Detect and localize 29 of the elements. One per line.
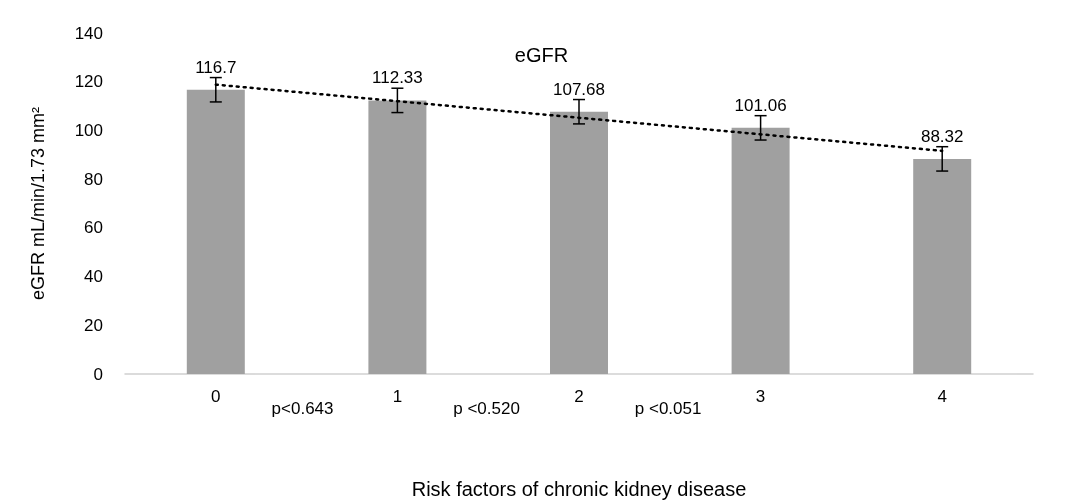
x-tick-label: 3: [755, 387, 766, 406]
bar: [731, 127, 790, 374]
y-tick-label: 20: [84, 315, 103, 335]
y-tick-label: 80: [84, 169, 103, 189]
x-axis-title: Risk factors of chronic kidney disease: [411, 478, 747, 500]
data-label: 88.32: [920, 126, 964, 146]
text: p<0.643: [271, 399, 334, 418]
bar: [913, 158, 972, 374]
y-tick-label: 100: [74, 120, 103, 140]
bar: [550, 111, 608, 374]
data-label: 107.68: [553, 79, 605, 99]
x-tick-label: 0: [211, 387, 221, 406]
bar: [368, 100, 427, 374]
text: p <0.051: [634, 399, 702, 418]
text: p <0.520: [453, 399, 520, 418]
x-tick-label: 1: [392, 387, 403, 406]
y-tick-label: 120: [74, 72, 103, 92]
y-axis-title: eGFR mL/min/1.73 mm²: [28, 106, 48, 301]
bar: [186, 89, 245, 374]
data-label: 101.06: [734, 95, 787, 115]
y-tick-label: 60: [84, 218, 103, 238]
y-tick-label: 40: [84, 267, 103, 287]
y-tick-label: 0: [93, 364, 103, 384]
data-label: 112.33: [372, 68, 423, 88]
data-label: 116.7: [195, 57, 237, 77]
text: eGFR: [514, 44, 569, 66]
x-tick-label: 2: [574, 387, 584, 406]
y-tick-label: 140: [74, 23, 103, 43]
x-tick-label: 4: [937, 387, 947, 406]
